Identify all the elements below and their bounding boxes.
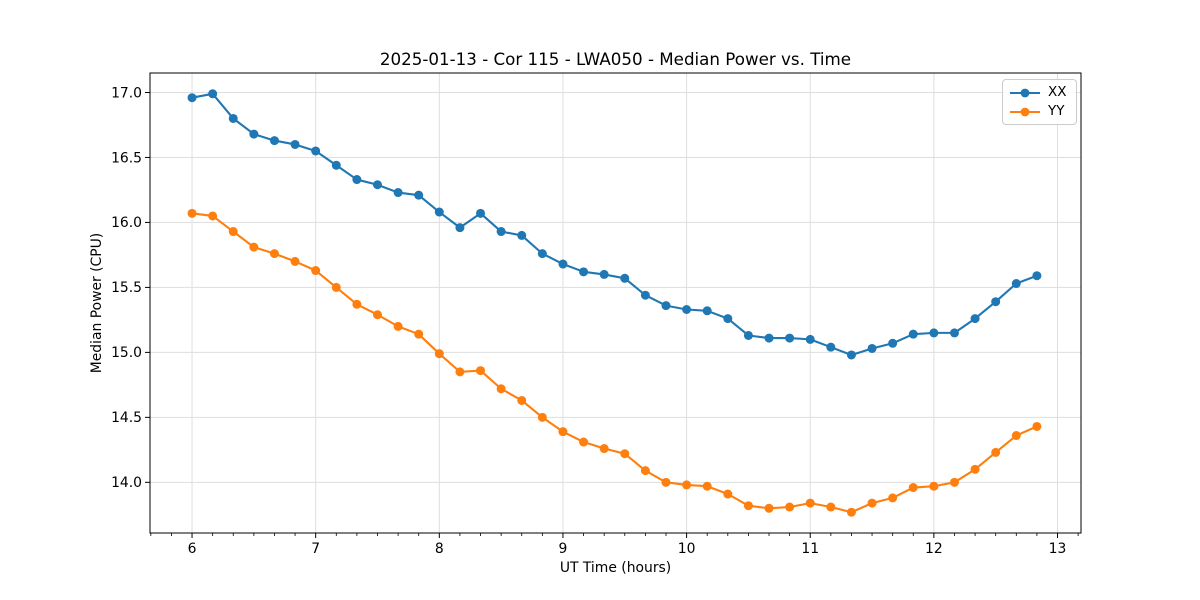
legend-item-yy: YY xyxy=(1009,102,1070,119)
svg-text:15.5: 15.5 xyxy=(111,280,142,296)
svg-text:14.5: 14.5 xyxy=(111,410,142,426)
legend-line-yy-icon xyxy=(1010,107,1040,116)
svg-text:14.0: 14.0 xyxy=(111,475,142,491)
legend-line-xx-icon xyxy=(1010,88,1040,97)
svg-text:10: 10 xyxy=(678,541,696,557)
legend-item-xx: XX xyxy=(1009,83,1070,100)
legend-label-xx: XX xyxy=(1048,83,1067,100)
svg-text:9: 9 xyxy=(559,541,568,557)
legend-label-yy: YY xyxy=(1048,102,1065,119)
x-axis-label: UT Time (hours) xyxy=(559,560,672,576)
svg-text:17.0: 17.0 xyxy=(111,85,142,101)
svg-text:16.0: 16.0 xyxy=(111,215,142,231)
svg-text:13: 13 xyxy=(1049,541,1067,557)
svg-text:16.5: 16.5 xyxy=(111,150,142,166)
svg-text:6: 6 xyxy=(188,541,197,557)
svg-text:7: 7 xyxy=(311,541,320,557)
chart-title: 2025-01-13 - Cor 115 - LWA050 - Median P… xyxy=(379,49,852,69)
legend: XX YY xyxy=(1002,79,1077,125)
svg-text:12: 12 xyxy=(925,541,943,557)
svg-text:8: 8 xyxy=(435,541,444,557)
svg-text:11: 11 xyxy=(801,541,819,557)
y-axis-label: Median Power (CPU) xyxy=(89,232,105,374)
svg-text:15.0: 15.0 xyxy=(111,345,142,361)
